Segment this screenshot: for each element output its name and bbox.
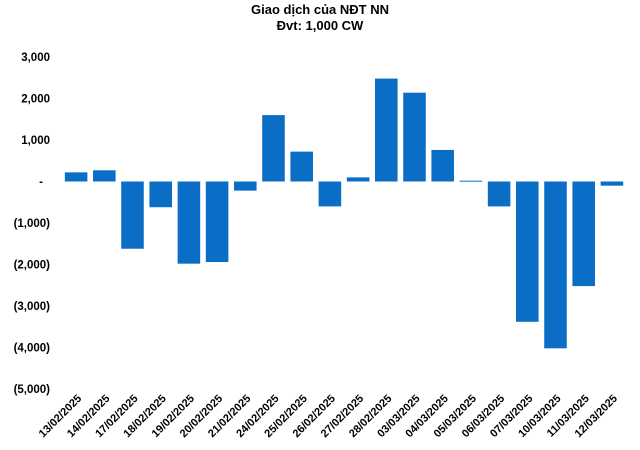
y-tick-label: (5,000) [14, 384, 51, 396]
y-tick-label: - [39, 177, 43, 189]
y-tick-label: 2,000 [21, 94, 50, 106]
bar [205, 181, 229, 263]
bar [459, 180, 483, 182]
bar [177, 181, 201, 264]
bar [318, 181, 342, 207]
bar [262, 115, 285, 182]
bar [544, 181, 567, 349]
bar [431, 149, 454, 182]
bar [121, 181, 144, 249]
bar [487, 181, 511, 207]
bar [403, 92, 426, 182]
bar [64, 172, 88, 182]
bar [516, 181, 539, 322]
x-axis-labels: 13/02/202514/02/202517/02/202518/02/2025… [37, 393, 620, 440]
bar [600, 181, 624, 186]
bar [234, 181, 257, 191]
chart-subtitle: Đvt: 1,000 CW [276, 18, 364, 33]
bar [290, 151, 313, 182]
chart-title-block: Giao dịch của NĐT NN Đvt: 1,000 CW [0, 2, 640, 34]
y-tick-label: 3,000 [21, 52, 50, 64]
bars-group [64, 78, 624, 349]
y-tick-label: (3,000) [14, 301, 51, 313]
bar [93, 170, 116, 182]
bar [375, 78, 398, 182]
y-axis-labels: 3,000 2,000 1,000 - (1,000) (2,000) (3,000) (4,… [14, 52, 51, 396]
bar [346, 177, 370, 182]
y-tick-label: (1,000) [14, 218, 51, 230]
y-tick-label: (2,000) [14, 260, 51, 272]
y-tick-label: 1,000 [21, 135, 50, 147]
y-tick-label: (4,000) [14, 343, 51, 355]
bar [572, 181, 595, 287]
bar [149, 181, 172, 208]
chart-title: Giao dịch của NĐT NN [251, 2, 389, 17]
